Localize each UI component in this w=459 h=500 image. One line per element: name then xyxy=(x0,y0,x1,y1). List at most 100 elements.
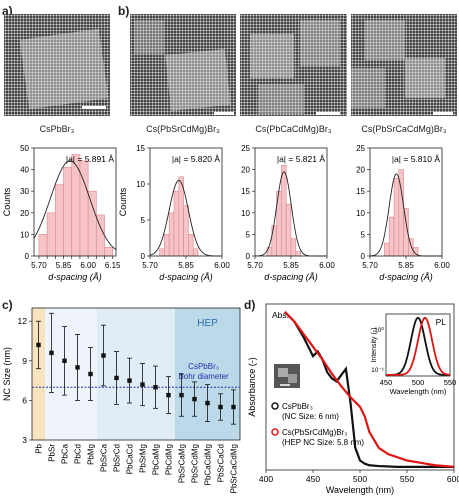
histogram-bar xyxy=(408,238,414,257)
inset-tem-particle xyxy=(278,368,288,377)
histogram-bar xyxy=(178,176,184,257)
tem-caption-1: CsPbBr₃ xyxy=(39,124,75,134)
x-tick-label: 5.85 xyxy=(56,261,72,270)
inset-y-axis-label: Intensity (-) xyxy=(371,327,378,362)
pb-region xyxy=(32,308,45,440)
y-axis-label: NC Size (nm) xyxy=(2,347,12,401)
y-tick-label: 10 xyxy=(241,209,250,218)
y-tick-label: 10 xyxy=(20,230,29,239)
y-axis-label: Counts xyxy=(2,187,12,216)
x-tick-label: 600 xyxy=(447,474,459,484)
category-label: PbSrCd xyxy=(113,444,122,472)
y-tick-label: 3 xyxy=(22,435,27,445)
inset-x-tick-label: 550 xyxy=(444,378,457,387)
y-tick-label: 6 xyxy=(22,395,27,405)
category-label: PbSrMg xyxy=(139,444,148,473)
tem-image-pbcacdmg xyxy=(240,14,347,116)
y-tick-label: 15 xyxy=(356,187,365,196)
y-tick-label: 0 xyxy=(25,252,30,261)
category-label: Pb xyxy=(35,443,44,453)
x-tick-label: 500 xyxy=(353,474,367,484)
axes-frame xyxy=(31,307,241,441)
histogram-bar xyxy=(192,248,199,257)
data-point xyxy=(205,400,210,406)
y-tick-label: 20 xyxy=(241,166,250,175)
inset-y-tick-label: 10⁻¹ xyxy=(371,367,385,374)
ternary-region xyxy=(97,308,175,440)
legend-marker xyxy=(271,402,279,410)
x-tick-label: 5.85 xyxy=(178,261,194,270)
data-point xyxy=(218,404,223,410)
category-label: PbCaCd xyxy=(126,444,135,474)
histogram-bar xyxy=(388,216,395,257)
x-tick-label: 6.00 xyxy=(80,261,96,270)
histogram-bar xyxy=(384,242,390,257)
histogram-bar xyxy=(188,234,194,257)
y-tick-label: 25 xyxy=(356,144,365,153)
data-point xyxy=(153,385,158,390)
data-point xyxy=(140,382,145,387)
category-label: PbCa xyxy=(61,443,70,464)
tem-image-pbsrcdmg xyxy=(130,14,236,116)
y-tick-label: 5 xyxy=(141,216,146,225)
histogram-bar xyxy=(183,205,189,257)
panel-label-b: b) xyxy=(118,4,130,18)
lattice-annotation: |a| = 5.820 Å xyxy=(172,154,220,164)
x-axis-label: d-spacing (Å) xyxy=(48,272,102,282)
category-label: PbMg xyxy=(87,444,96,465)
scale-bar xyxy=(214,112,234,115)
histogram-bar xyxy=(281,164,287,257)
tem-caption-4: Cs(PbSrCaCdMg)Br₃ xyxy=(361,124,447,134)
histogram-bar xyxy=(295,251,301,257)
category-label: PbCd xyxy=(74,444,83,464)
lattice-annotation: |a| = 5.891 Å xyxy=(66,154,114,164)
x-tick-label: 6.00 xyxy=(434,261,450,270)
y-tick-label: 0 xyxy=(361,252,366,261)
x-tick-label: 5.70 xyxy=(31,261,47,270)
y-tick-label: 30 xyxy=(20,187,29,196)
data-point xyxy=(75,365,80,370)
histogram-bar xyxy=(285,203,292,257)
histogram-bar xyxy=(173,190,180,257)
panel-label-c: c) xyxy=(2,298,13,312)
x-tick-label: 6.00 xyxy=(214,261,230,270)
y-tick-label: 0 xyxy=(246,252,251,261)
histogram-bar xyxy=(104,247,114,257)
data-point xyxy=(179,392,184,398)
y-tick-label: 10 xyxy=(136,180,145,189)
x-axis-label: d-spacing (Å) xyxy=(159,272,213,282)
y-tick-label: 0 xyxy=(141,252,146,261)
data-point xyxy=(192,396,197,402)
category-label: PbSr xyxy=(48,444,57,462)
abs-label: Abs. xyxy=(272,310,289,320)
x-axis-label: d-spacing (Å) xyxy=(264,272,318,282)
legend-sublabel: (HEP NC Size: 5.8 nm) xyxy=(282,438,364,447)
scale-bar xyxy=(316,112,340,115)
inset-x-tick-label: 450 xyxy=(380,378,393,387)
x-axis-label: Wavelength (nm) xyxy=(326,485,394,495)
tem-caption-3: Cs(PbCaCdMg)Br₃ xyxy=(255,124,332,134)
inset-x-axis-label: Wavelength (nm) xyxy=(390,387,447,396)
data-point xyxy=(62,358,67,363)
histogram-bar xyxy=(55,184,64,257)
legend-label: CsPbBr₃ xyxy=(282,402,313,411)
y-tick-label: 40 xyxy=(20,166,29,175)
y-tick-label: 20 xyxy=(356,166,365,175)
histogram-b1: 5.70 5.85 6.00 0 5 10 15 |a| = 5.820 Å d-spacing… xyxy=(118,144,230,282)
y-tick-label: 50 xyxy=(20,144,29,153)
tem-caption-2: Cs(PbSrCdMg)Br₃ xyxy=(146,124,220,134)
data-point xyxy=(101,353,106,358)
legend-sublabel: (NC Size: 6 nm) xyxy=(282,412,339,421)
histogram-bar xyxy=(159,248,165,257)
y-tick-label: 9 xyxy=(22,356,27,366)
histogram-bar xyxy=(290,238,297,257)
axes-frame xyxy=(33,147,117,257)
x-tick-label: 5.85 xyxy=(398,261,414,270)
histogram-a: 5.70 5.85 6.00 6.15 0 10 20 30 40 50 |a| = 5.891 Å… xyxy=(2,144,121,282)
y-axis-label: Absorbance (-) xyxy=(247,357,257,417)
x-axis-label: d-spacing (Å) xyxy=(379,272,433,282)
data-point xyxy=(231,404,236,410)
lattice-annotation: |a| = 5.810 Å xyxy=(392,154,440,164)
scale-bar xyxy=(433,112,453,115)
lattice-annotation: |a| = 5.821 Å xyxy=(277,154,325,164)
